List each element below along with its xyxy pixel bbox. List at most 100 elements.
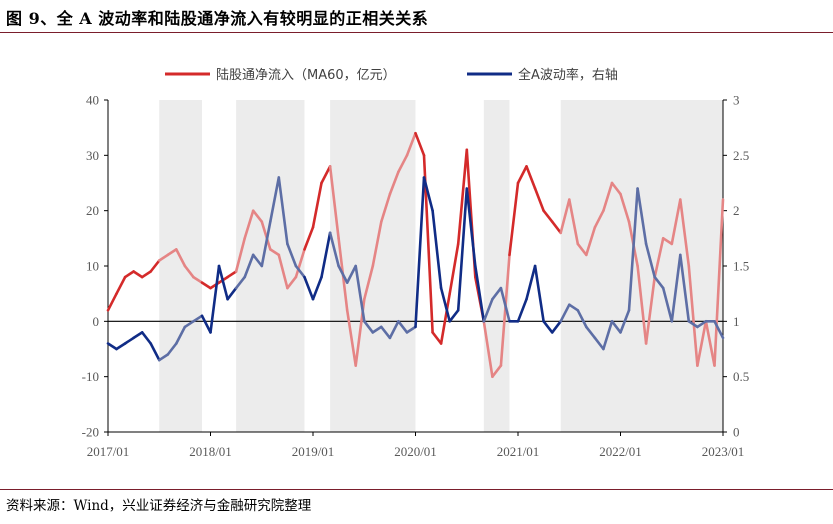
x-tick-label-2: 2019/01 bbox=[292, 444, 335, 459]
series-1-segment-68 bbox=[687, 264, 699, 367]
series-2-segment-54 bbox=[567, 303, 580, 312]
page-title: 图 9、全 A 波动率和陆股通净流入有较明显的正相关关系 bbox=[6, 9, 429, 28]
series-1-segment-30 bbox=[362, 264, 375, 301]
series-2-segment-19 bbox=[268, 176, 281, 223]
series-1-segment-47 bbox=[508, 181, 520, 257]
series-2-segment-8 bbox=[175, 325, 187, 345]
series-2-segment-42 bbox=[465, 187, 477, 268]
series-2-segment-14 bbox=[226, 286, 238, 301]
source-note: 资料来源：Wind，兴业证券经济与金融研究院整理 bbox=[6, 498, 312, 514]
series-1-segment-49 bbox=[525, 165, 537, 190]
series-2-segment-30 bbox=[362, 319, 375, 334]
series-2-segment-63 bbox=[644, 242, 657, 279]
series-2-segment-48 bbox=[516, 297, 528, 323]
series-1-segment-17 bbox=[251, 209, 264, 223]
series-1-segment-36 bbox=[414, 131, 426, 157]
series-2-segment-71 bbox=[713, 319, 725, 340]
chart-axes: -20 -10 0 10 20 30 40 0 0.5 1 1.5 2 2.5 3 2017/01 2018/… bbox=[82, 93, 750, 460]
series-1-segment-1 bbox=[115, 275, 127, 296]
series-2-segment-62 bbox=[636, 187, 648, 246]
series-1-segment-53 bbox=[559, 198, 571, 235]
series-1-segment-45 bbox=[491, 364, 503, 379]
series-2-segment-40 bbox=[448, 308, 460, 323]
series-2-segment-65 bbox=[661, 286, 674, 323]
series-1-segment-19 bbox=[268, 248, 281, 257]
series-1-segment-9 bbox=[183, 264, 195, 279]
series-1-segment-50 bbox=[533, 187, 545, 212]
shaded-period-2 bbox=[236, 100, 305, 432]
series-2-segment-51 bbox=[542, 319, 554, 334]
series-1-segment-15 bbox=[234, 237, 246, 273]
series-2-segment-49 bbox=[525, 264, 537, 301]
right-tick-label-4: 2 bbox=[733, 203, 740, 218]
series-2-segment-36 bbox=[414, 176, 426, 329]
series-2-segment-46 bbox=[499, 286, 511, 323]
chart: -20 -10 0 10 20 30 40 0 0.5 1 1.5 2 2.5 3 2017/01 2018/… bbox=[82, 67, 750, 460]
series-1-segment-54 bbox=[567, 198, 580, 246]
series-1-segment-6 bbox=[158, 253, 170, 262]
series-2-segment-28 bbox=[345, 264, 358, 284]
series-1-segment-25 bbox=[320, 165, 332, 185]
series-1-segment-55 bbox=[576, 242, 588, 257]
series-2-segment-37 bbox=[422, 176, 434, 212]
x-tick-label-5: 2022/01 bbox=[599, 444, 642, 459]
left-tick-label-1: -10 bbox=[82, 369, 99, 384]
series-1-segment-26 bbox=[328, 165, 340, 240]
series-1-segment-59 bbox=[610, 181, 622, 196]
series-1-segment-39 bbox=[439, 292, 452, 345]
series-1-segment-16 bbox=[243, 209, 255, 240]
series-1-segment-56 bbox=[584, 226, 597, 257]
shaded-periods bbox=[159, 100, 723, 432]
series-2-segment-26 bbox=[328, 231, 340, 268]
left-tick-label-5: 30 bbox=[86, 148, 99, 163]
series-1-segment-28 bbox=[345, 308, 358, 367]
series-2-segment-3 bbox=[132, 331, 144, 340]
series-1-segment-20 bbox=[277, 253, 289, 290]
series-1-segment-38 bbox=[431, 331, 443, 345]
series-1-segment-14 bbox=[226, 270, 238, 279]
series-2-segment-21 bbox=[286, 242, 298, 268]
series-2-segment-11 bbox=[200, 314, 212, 334]
series-1-segment-41 bbox=[456, 148, 469, 246]
legend-label-1: 陆股通净流入（MA60，亿元） bbox=[216, 67, 396, 83]
source-divider bbox=[0, 489, 833, 490]
series-2-segment-59 bbox=[610, 319, 622, 334]
series-1-segment-3 bbox=[132, 270, 144, 279]
series-2-segment-41 bbox=[456, 187, 469, 312]
series-2-segment-25 bbox=[320, 231, 332, 279]
series-1-segment-0 bbox=[106, 292, 118, 312]
series-2-segment-57 bbox=[593, 336, 605, 351]
right-tick-label-0: 0 bbox=[733, 425, 740, 440]
series-2-segment-64 bbox=[653, 275, 665, 290]
series-2-segment-5 bbox=[149, 342, 161, 362]
series-1-segment-65 bbox=[661, 237, 674, 246]
series-2-segment-10 bbox=[192, 314, 204, 323]
series-2-segment-7 bbox=[166, 342, 178, 356]
series-2-segment-52 bbox=[550, 319, 563, 334]
series-1-segment-23 bbox=[303, 226, 315, 251]
series-1-segment-35 bbox=[405, 131, 417, 157]
series-1-segment-64 bbox=[653, 237, 665, 279]
x-tick-label-1: 2018/01 bbox=[189, 444, 232, 459]
chart-legend: 陆股通净流入（MA60，亿元） 全A波动率，右轴 bbox=[165, 67, 618, 83]
series-2-segment-38 bbox=[431, 209, 443, 290]
series-2-segment-2 bbox=[123, 336, 135, 345]
series-1-segment-63 bbox=[644, 275, 657, 345]
series-2-segment-43 bbox=[473, 264, 486, 323]
series-1-segment-46 bbox=[499, 253, 511, 367]
left-tick-label-4: 20 bbox=[86, 203, 99, 218]
series-2-segment-58 bbox=[602, 319, 614, 351]
series-2-segment-12 bbox=[209, 264, 221, 334]
left-tick-label-0: -20 bbox=[82, 425, 99, 440]
series-1-segment-34 bbox=[397, 154, 409, 174]
series-2-segment-27 bbox=[337, 264, 349, 284]
series-1-segment-11 bbox=[200, 281, 212, 290]
series-2-segment-16 bbox=[243, 253, 255, 279]
series-2-segment-22 bbox=[294, 264, 306, 279]
series-1-segment-21 bbox=[286, 275, 298, 290]
series-1-segment-48 bbox=[516, 165, 528, 185]
series-2-segment-32 bbox=[379, 325, 392, 340]
series-2-segment-31 bbox=[371, 325, 383, 334]
series-1-segment-71 bbox=[713, 198, 725, 367]
series-1-segment-32 bbox=[379, 192, 392, 223]
